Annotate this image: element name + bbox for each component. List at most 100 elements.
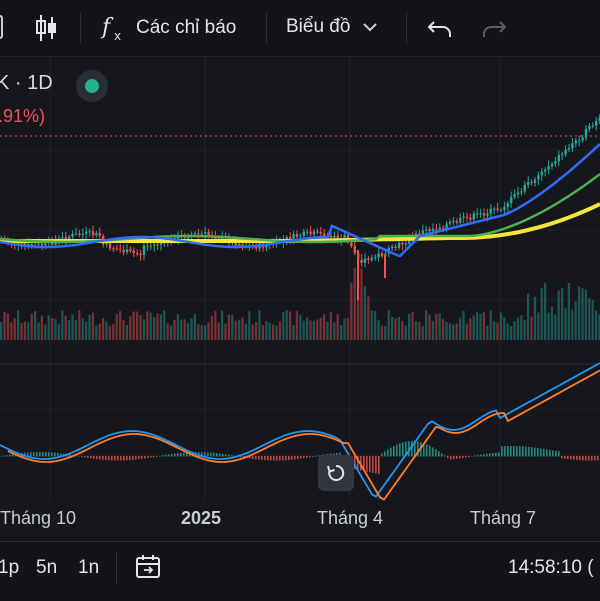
volume-bar [0,322,3,340]
macd-histogram-bar [258,456,260,460]
reset-chart-button[interactable] [318,455,354,491]
volume-bar [306,317,309,340]
candle-body [394,246,397,249]
candle-body [513,194,516,197]
indicators-button[interactable]: f x Các chỉ báo [100,14,236,42]
macd-histogram-bar [450,456,452,460]
macd-histogram-bar [9,454,11,457]
candle-body [588,126,591,129]
macd-histogram-bar [444,455,446,457]
candle-body [187,237,190,239]
macd-histogram-bar [336,452,338,457]
volume-bar [557,290,560,340]
time-axis-label: Tháng 7 [470,508,537,528]
volume-bar [510,325,513,340]
macd-histogram-bar [12,454,14,457]
candle-body [591,125,594,127]
chart-canvas[interactable] [0,57,600,540]
candle-body [336,235,339,241]
candle-body [574,140,577,144]
timeframe-button[interactable]: 1p [0,557,20,578]
volume-bar [248,311,251,340]
volume-bar [363,286,366,340]
volume-bar [13,318,16,340]
volume-bar [547,312,550,340]
candle-body [397,242,401,249]
volume-bar [64,315,67,340]
macd-histogram-bar [0,456,2,457]
volume-bar [71,314,74,340]
volume-bar [482,312,485,340]
macd-histogram-bar [48,452,50,457]
volume-bar [91,312,94,340]
macd-histogram-bar [303,456,305,459]
go-to-date-button[interactable] [134,553,162,586]
volume-bar [197,324,200,340]
market-status-indicator[interactable] [76,70,108,102]
undo-button[interactable] [426,14,454,42]
macd-histogram-bar [429,445,431,457]
candle-body [353,245,356,253]
volume-bar [153,317,156,340]
volume-bar [404,325,407,340]
timeframe-button[interactable]: 5n [36,557,58,578]
candle-body [442,227,445,229]
macd-histogram-bar [99,456,101,460]
timeframe-button[interactable]: 1n [78,557,100,578]
candle-body [578,140,581,142]
macd-histogram-bar [87,456,89,458]
macd-histogram-bar [279,456,281,461]
macd-histogram-bar [498,452,500,457]
macd-histogram-bar [462,456,464,458]
macd-histogram-bar [51,452,53,457]
volume-bar [30,313,33,340]
volume-bar [244,323,247,340]
candle-body [333,235,336,238]
macd-histogram-bar [594,456,596,461]
candle-body [435,228,438,230]
candle-body [312,231,316,235]
macd-histogram-bar [75,455,77,457]
macd-histogram-bar [309,456,311,458]
macd-histogram-bar [582,456,584,461]
chart-type-dropdown[interactable]: Biểu đồ [286,16,380,38]
candle-body [448,221,452,224]
macd-histogram-bar [567,456,569,460]
candle-body [544,169,547,172]
volume-bar [370,310,373,340]
volume-bar [139,315,142,340]
candle-body [299,235,302,237]
candle-body [584,128,588,138]
volume-bar [520,315,523,340]
calendar-icon [136,555,160,578]
macd-histogram-bar [423,443,425,457]
candle-body [149,245,152,247]
volume-bar [442,318,445,340]
macd-histogram-bar [210,452,212,457]
volume-bar [214,310,217,340]
candle-body [384,253,387,256]
volume-bar [221,310,224,340]
volume-bar [136,311,139,340]
volume-bar [54,318,57,340]
volume-bar [176,314,179,340]
chart-type-label: Biểu đồ [286,16,351,37]
toolbar-edge-button[interactable] [0,14,4,40]
candle-body [510,196,513,204]
candle-body [486,213,489,216]
macd-histogram-bar [57,452,59,457]
macd-histogram-bar [282,456,284,461]
redo-button[interactable] [480,14,508,42]
volume-bar [74,320,77,340]
macd-histogram-bar [138,456,140,460]
candlestick-icon[interactable] [34,14,58,42]
candle-body [493,208,496,210]
macd-histogram-bar [465,456,467,458]
toolbar-divider [266,12,267,44]
macd-histogram-bar [219,453,221,457]
macd-histogram-bar [555,450,557,457]
candle-body [81,233,84,235]
candle-body [309,231,312,235]
volume-bar [493,321,496,340]
macd-histogram-bar [399,443,401,457]
